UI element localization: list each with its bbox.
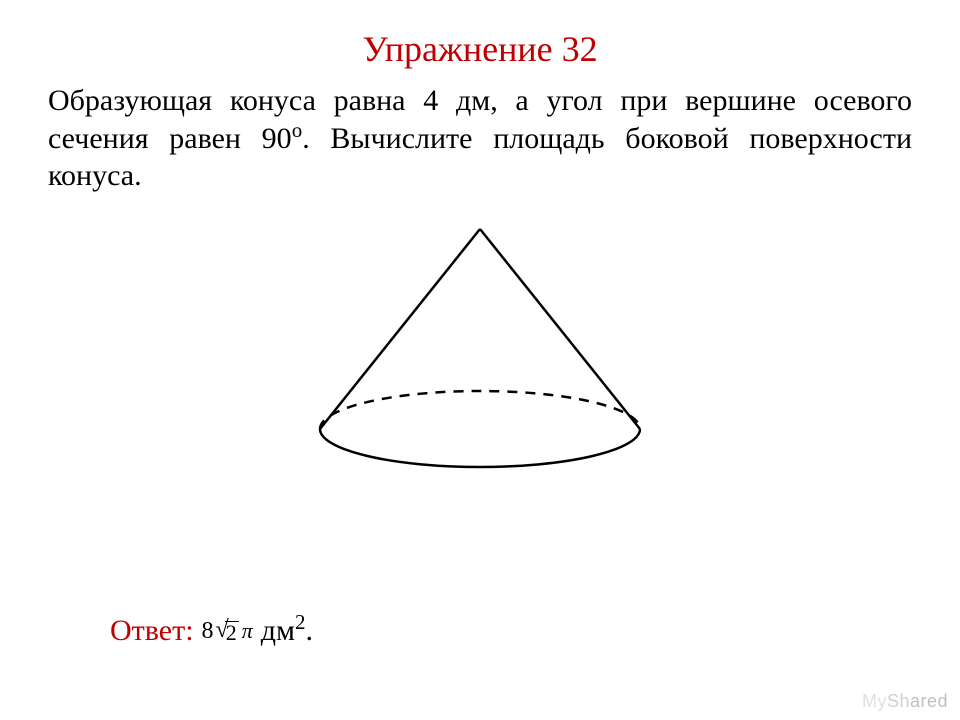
pi-symbol: π [241, 620, 253, 642]
unit-base: дм [261, 614, 295, 647]
cone-svg [300, 219, 660, 479]
cone-base-front [320, 429, 640, 467]
degree-superscript: о [292, 118, 303, 142]
answer-line: Ответ: 8 √ 2 π дм2. [110, 614, 313, 648]
answer-coeff: 8 [202, 619, 214, 643]
unit-super: 2 [295, 610, 306, 634]
unit-after: . [305, 614, 313, 647]
watermark-part-1: My [862, 691, 887, 711]
watermark-part-3: ared [910, 691, 948, 711]
problem-text: Образующая конуса равна 4 дм, а угол при… [48, 82, 912, 195]
answer-formula: 8 √ 2 π [202, 618, 253, 644]
cone-slant-right [480, 229, 640, 429]
watermark-part-2: Sh [887, 691, 910, 711]
cone-slant-left [320, 229, 480, 429]
cone-base-back [320, 391, 640, 429]
answer-unit: дм2. [261, 614, 313, 648]
sqrt: √ 2 [216, 618, 239, 644]
watermark: MyShared [862, 691, 948, 712]
sqrt-radicand: 2 [225, 621, 239, 644]
cone-figure [48, 219, 912, 479]
page-title: Упражнение 32 [48, 28, 912, 70]
answer-label: Ответ: [110, 614, 194, 648]
